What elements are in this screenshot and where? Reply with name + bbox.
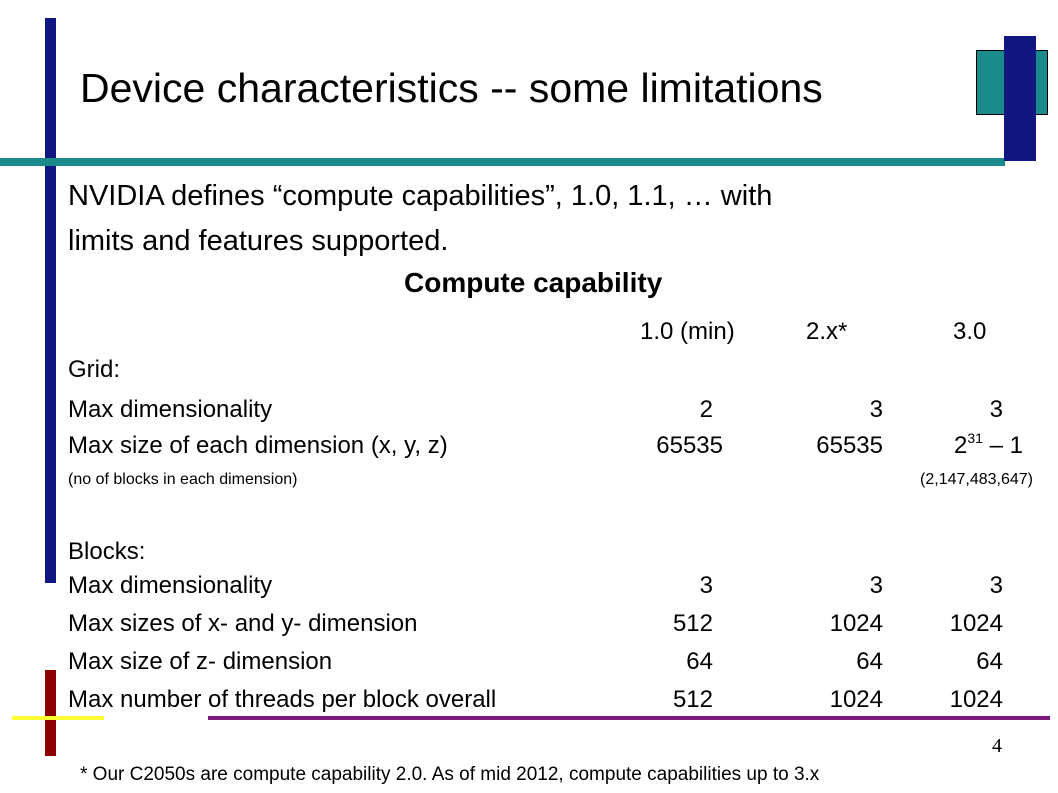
row-label: Max dimensionality — [68, 396, 273, 423]
value-2-x: 65535 — [816, 432, 883, 459]
value-1-0: 512 — [672, 686, 713, 713]
grid-note-row: (no of blocks in each dimension) (2,147,… — [0, 460, 1058, 500]
value-2-x: 64 — [856, 648, 883, 675]
bottom-yellow-line — [12, 716, 104, 720]
value-3-0: 3 — [989, 572, 1003, 599]
table-row: Max dimensionality 3 3 3 — [0, 566, 1058, 606]
grid-note: (no of blocks in each dimension) — [68, 471, 298, 488]
intro-text: NVIDIA defines “compute capabilities”, 1… — [68, 174, 772, 264]
value-1-0: 64 — [686, 648, 713, 675]
value-3-0: 1024 — [949, 686, 1003, 713]
grid-section-label: Grid: — [68, 356, 121, 383]
slide-title: Device characteristics -- some limitatio… — [80, 65, 823, 111]
blocks-section-label: Blocks: — [68, 538, 146, 565]
grid-note-value: (2,147,483,647) — [920, 471, 1033, 488]
intro-line-1: NVIDIA defines “compute capabilities”, 1… — [68, 180, 773, 212]
power-base: 2 — [954, 432, 968, 459]
table-row: Max dimensionality 2 3 3 — [0, 390, 1058, 430]
row-label: Max number of threads per block overall — [68, 686, 497, 713]
table-row: Max number of threads per block overall … — [0, 680, 1058, 720]
column-header-1-0: 1.0 (min) — [640, 318, 735, 345]
bottom-left-accent-bar — [45, 670, 56, 756]
intro-line-2: limits and features supported. — [68, 225, 449, 257]
value-1-0: 512 — [672, 610, 713, 637]
value-1-0: 3 — [699, 572, 713, 599]
value-3-0: 3 — [989, 396, 1003, 423]
row-label: Max sizes of x- and y- dimension — [68, 610, 418, 637]
row-label: Max size of each dimension (x, y, z) — [68, 432, 448, 459]
table-row: Max size of z- dimension 64 64 64 — [0, 642, 1058, 682]
value-2-x: 3 — [869, 572, 883, 599]
value-2-x: 1024 — [829, 610, 883, 637]
compute-capability-heading: Compute capability — [404, 267, 663, 298]
row-label: Max size of z- dimension — [68, 648, 333, 675]
corner-navy-bar — [1004, 36, 1036, 161]
column-header-3-0: 3.0 — [953, 318, 987, 345]
value-2-x: 3 — [869, 396, 883, 423]
table-row: Max size of each dimension (x, y, z) 655… — [0, 426, 1058, 466]
title-underline-bar — [0, 158, 1005, 166]
value-2-x: 1024 — [829, 686, 883, 713]
value-1-0: 2 — [699, 396, 713, 423]
page-number: 4 — [992, 735, 1002, 757]
power-tail: – 1 — [982, 432, 1023, 459]
left-accent-bar — [45, 18, 56, 583]
footnote: * Our C2050s are compute capability 2.0.… — [80, 764, 820, 785]
column-header-2-x: 2.x* — [806, 318, 848, 345]
grid-section-row: Grid: — [0, 350, 1058, 390]
value-3-0: 231 – 1 — [954, 426, 1023, 466]
value-3-0: 64 — [976, 648, 1003, 675]
blocks-section-row: Blocks: — [0, 532, 1058, 572]
value-1-0: 65535 — [656, 432, 723, 459]
row-label: Max dimensionality — [68, 572, 273, 599]
table-row: Max sizes of x- and y- dimension 512 102… — [0, 604, 1058, 644]
power-exponent: 31 — [967, 430, 983, 446]
bottom-purple-line — [208, 716, 1050, 720]
value-3-0: 1024 — [949, 610, 1003, 637]
